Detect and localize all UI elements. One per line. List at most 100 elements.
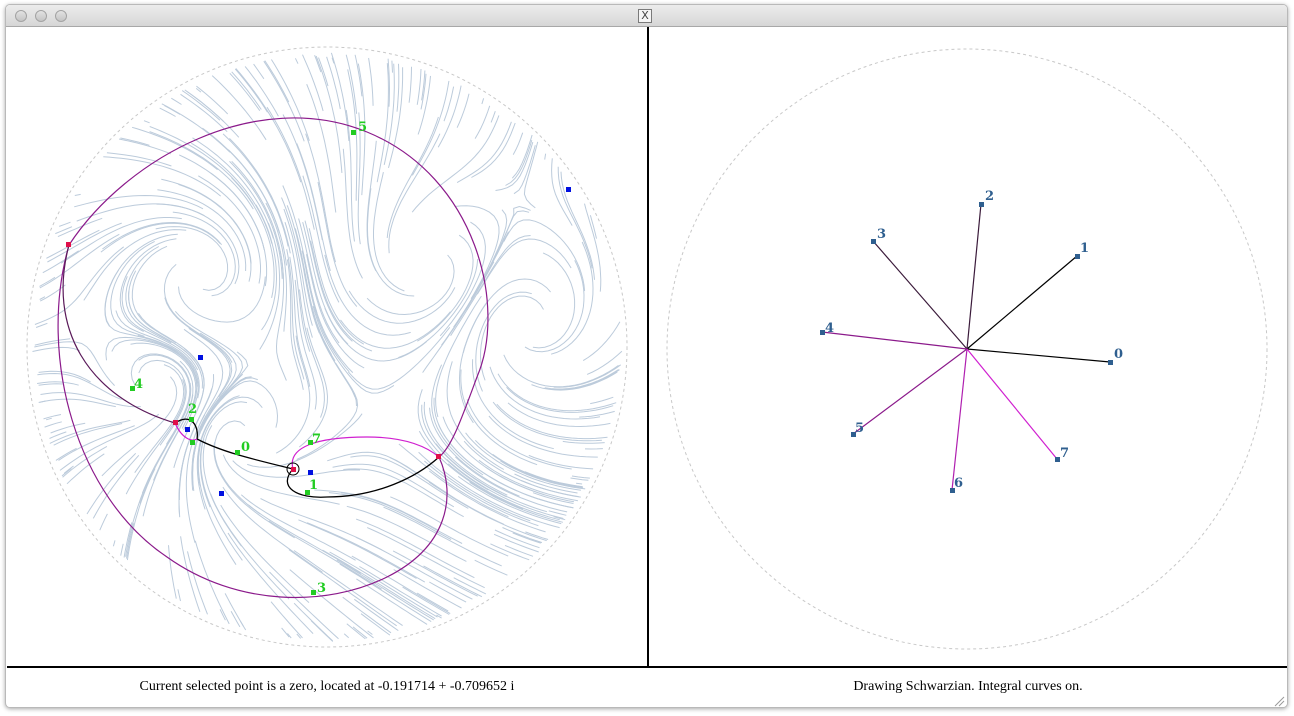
flow-line — [40, 392, 141, 408]
flow-line — [387, 58, 391, 107]
flow-line — [421, 404, 507, 498]
flow-line — [327, 451, 448, 494]
flow-line — [220, 504, 310, 603]
flow-line — [550, 241, 594, 355]
flow-line — [390, 496, 509, 557]
flow-line — [286, 249, 305, 380]
flow-line — [44, 421, 62, 428]
zero-point[interactable] — [436, 454, 441, 459]
resize-grip-icon[interactable] — [1273, 695, 1285, 707]
flow-line — [177, 589, 181, 602]
flow-line — [306, 522, 426, 583]
flow-line — [408, 66, 412, 103]
flow-line — [227, 532, 314, 634]
zero-point[interactable] — [173, 420, 178, 425]
flow-line — [367, 188, 415, 297]
flow-line — [310, 620, 334, 642]
pole-point[interactable] — [308, 470, 313, 475]
flow-line — [373, 171, 405, 292]
pole-point[interactable] — [198, 355, 203, 360]
flow-line — [439, 221, 486, 337]
flow-line — [39, 284, 66, 302]
flow-line — [450, 235, 531, 336]
flow-line — [417, 75, 431, 135]
flow-line — [460, 369, 538, 466]
flow-line — [417, 234, 474, 342]
flow-line — [229, 160, 283, 279]
pole-point[interactable] — [185, 427, 190, 432]
flow-line — [341, 492, 463, 544]
flow-line — [247, 504, 362, 574]
flow-line — [474, 439, 584, 489]
flow-line — [343, 468, 464, 518]
flow-line — [548, 510, 567, 516]
flow-line — [296, 633, 302, 639]
flow-line — [32, 346, 80, 352]
domain-plot[interactable]: 0 1 2 3 4 5 7 — [7, 27, 647, 666]
selected-zero-marker[interactable] — [286, 462, 300, 476]
flow-line — [192, 377, 258, 480]
flow-line — [416, 68, 422, 105]
flow-line — [294, 279, 317, 410]
poles — [185, 187, 571, 496]
flow-line — [532, 252, 576, 349]
flow-line — [504, 544, 534, 557]
flow-line — [168, 545, 177, 599]
flow-line — [210, 493, 290, 600]
flow-line — [351, 555, 451, 615]
flow-line — [196, 332, 237, 438]
flow-line — [328, 492, 452, 540]
minimize-window-button[interactable] — [35, 10, 47, 22]
flow-line — [180, 93, 228, 133]
flow-line — [198, 175, 261, 284]
flow-line — [228, 149, 287, 266]
label-5: 5 — [358, 120, 367, 135]
purple-curve-left-loop — [57, 244, 448, 599]
flow-line — [354, 598, 399, 632]
flow-line — [446, 459, 564, 519]
flow-line — [503, 219, 586, 292]
flow-line — [437, 85, 462, 148]
flow-line — [489, 366, 601, 420]
target-plot[interactable]: 0 1 2 3 4 5 6 7 — [649, 27, 1287, 666]
ray-labels: 0 1 2 3 4 5 6 7 — [825, 189, 1123, 491]
flow-line — [213, 420, 261, 515]
flow-line — [159, 107, 176, 117]
flow-line — [149, 126, 254, 205]
canvas-area: 0 1 2 3 4 5 7 — [7, 27, 1287, 707]
flow-line — [283, 208, 313, 338]
flow-line — [324, 254, 411, 336]
flow-line — [219, 609, 226, 621]
flow-line — [488, 415, 598, 458]
flow-line — [503, 354, 619, 388]
flow-line — [58, 425, 135, 461]
domain-plot-pane[interactable]: 0 1 2 3 4 5 7 — [7, 27, 647, 666]
flow-line — [163, 263, 233, 363]
flow-line — [505, 139, 533, 186]
close-window-button[interactable] — [15, 10, 27, 22]
flow-line — [57, 217, 103, 238]
flow-line — [553, 516, 566, 521]
flow-line — [476, 238, 572, 295]
pole-point[interactable] — [566, 187, 571, 192]
flow-line — [421, 70, 426, 101]
pole-point[interactable] — [219, 491, 224, 496]
flow-line — [557, 166, 593, 269]
target-plot-pane[interactable]: 0 1 2 3 4 5 6 7 — [649, 27, 1287, 666]
flow-line — [423, 401, 508, 496]
flow-line — [229, 72, 261, 111]
flow-line — [524, 260, 585, 353]
flow-line — [138, 359, 187, 446]
flow-line — [302, 252, 354, 373]
zero-point[interactable] — [291, 467, 296, 472]
zoom-window-button[interactable] — [55, 10, 67, 22]
flow-line — [296, 143, 331, 272]
flow-line — [37, 372, 122, 401]
flow-line — [586, 350, 623, 375]
flow-line — [38, 370, 91, 383]
flow-line — [143, 120, 150, 124]
flow-line — [43, 414, 62, 420]
zero-point[interactable] — [66, 242, 71, 247]
label-3: 3 — [317, 581, 326, 596]
flow-line — [34, 341, 115, 386]
